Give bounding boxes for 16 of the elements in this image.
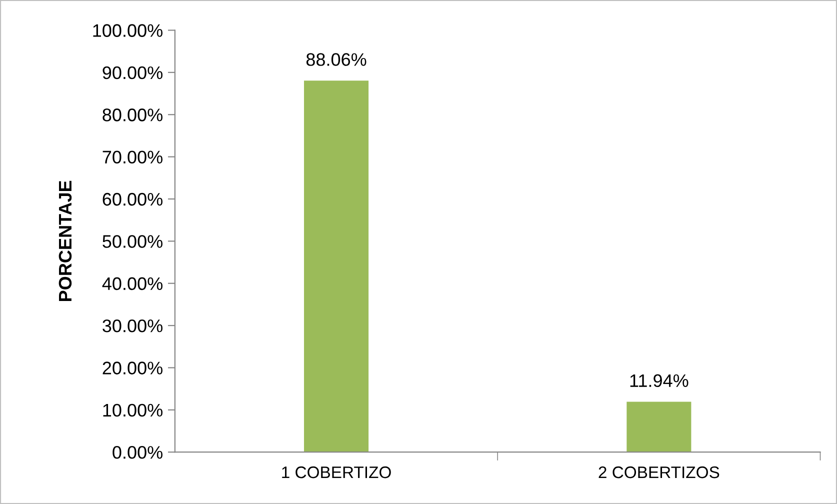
- y-tick-label: 10.00%: [103, 404, 162, 417]
- y-tick-label: 90.00%: [102, 66, 162, 80]
- y-tick-label: 60.00%: [102, 192, 162, 206]
- y-axis-title: PORCENTAJE: [58, 180, 72, 301]
- x-tick-label: 2 COBERTIZOS: [598, 466, 720, 478]
- y-tick-label: 50.00%: [102, 235, 162, 248]
- data-label: 11.94%: [630, 374, 688, 388]
- y-tick-label: 40.00%: [102, 277, 162, 290]
- y-tick-label: 0.00%: [112, 446, 162, 459]
- y-tick-label: 20.00%: [102, 362, 162, 374]
- x-tick-label: 1 COBERTIZO: [282, 466, 391, 478]
- y-tick-label: 30.00%: [102, 319, 162, 332]
- y-tick-label: 100.00%: [93, 24, 162, 37]
- y-tick-label: 80.00%: [102, 108, 162, 122]
- data-label: 88.06%: [306, 53, 366, 66]
- y-tick-label: 70.00%: [102, 150, 162, 164]
